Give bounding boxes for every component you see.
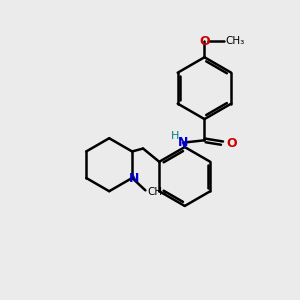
Text: H: H xyxy=(171,131,179,141)
Text: N: N xyxy=(128,172,139,185)
Text: N: N xyxy=(178,136,188,149)
Text: CH₃: CH₃ xyxy=(225,36,244,46)
Text: O: O xyxy=(226,137,237,150)
Text: CH₃: CH₃ xyxy=(148,187,167,197)
Text: O: O xyxy=(199,34,210,48)
